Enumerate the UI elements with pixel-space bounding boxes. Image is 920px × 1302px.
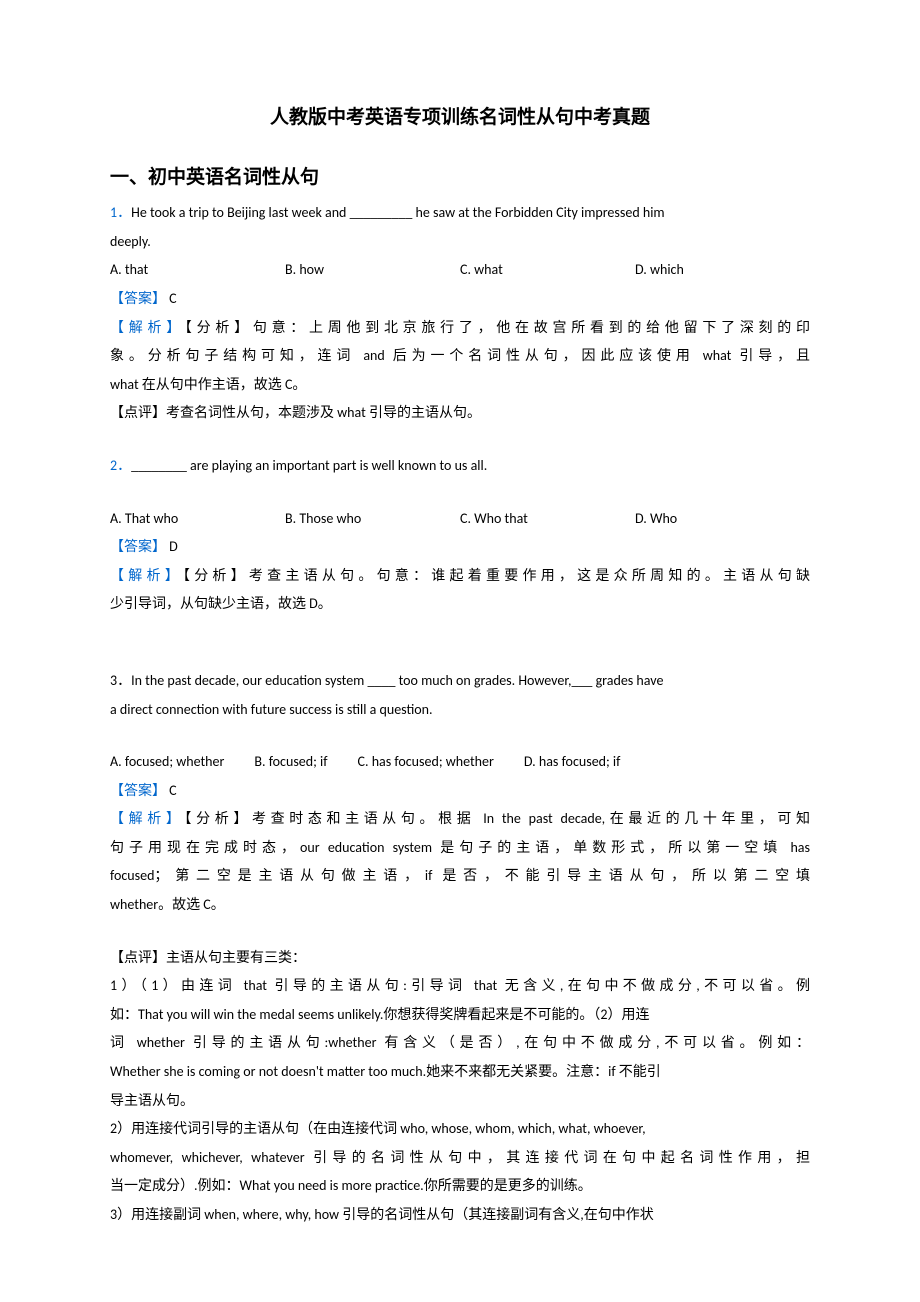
answer-label: 【答案】 — [110, 538, 166, 555]
q1-number: 1． — [110, 204, 131, 221]
q3-comment-l8: 当一定成分）.例如：What you need is more practice… — [110, 1173, 810, 1200]
q3-number: 3． — [110, 672, 131, 689]
q1-stem-line2: deeply. — [110, 229, 810, 256]
q2-option-d: D. Who — [635, 506, 810, 533]
q1-option-b: B. how — [285, 257, 460, 284]
q1-analysis-l2: 象。分析句子结构可知，连词 and 后为一个名词性从句，因此应该使用 what … — [110, 343, 810, 370]
q1-analysis-l1: 【解析】【分析】句意：上周他到北京旅行了，他在故宫所看到的给他留下了深刻的印 — [110, 315, 810, 342]
q2-option-a: A. That who — [110, 506, 285, 533]
q3-option-c: C. has focused; whether — [358, 749, 494, 776]
q1-option-c: C. what — [460, 257, 635, 284]
q2-stem: 2．________ are playing an important part… — [110, 453, 810, 480]
comment-label: 【点评】 — [110, 949, 166, 966]
q3-comment-l2: 如：That you will win the medal seems unli… — [110, 1002, 810, 1029]
q3-analysis-l2: 句子用现在完成时态，our education system 是句子的主语，单数… — [110, 835, 810, 862]
q1-answer-value: C — [166, 290, 177, 307]
comment-label: 【点评】 — [110, 404, 166, 421]
analysis-label: 【解析】 — [110, 319, 185, 336]
q2-answer: 【答案】 D — [110, 534, 810, 561]
q3-answer-value: C — [166, 782, 177, 799]
q3-comment-l1: 1）（1）由连词 that 引导的主语从句:引导词 that 无含义,在句中不做… — [110, 973, 810, 1000]
analysis-label: 【解析】 — [110, 567, 183, 584]
q3-comment-l9: 3）用连接副词 when, where, why, how 引导的名词性从句（其… — [110, 1202, 810, 1229]
analysis-label: 【解析】 — [110, 810, 184, 827]
q2-number: 2． — [110, 457, 131, 474]
q2-analysis-l2: 少引导词，从句缺少主语，故选 D。 — [110, 591, 810, 618]
q2-option-c: C. Who that — [460, 506, 635, 533]
q3-comment-l5: 导主语从句。 — [110, 1088, 810, 1115]
q2-answer-value: D — [166, 538, 178, 555]
q2-stem-text: ________ are playing an important part i… — [131, 457, 487, 474]
q1-comment: 【点评】考查名词性从句，本题涉及 what 引导的主语从句。 — [110, 400, 810, 427]
q1-options: A. that B. how C. what D. which — [110, 257, 810, 284]
q3-comment-l3: 词 whether 引导的主语从句:whether 有含义（是否）,在句中不做成… — [110, 1030, 810, 1057]
q1-comment-text: 考查名词性从句，本题涉及 what 引导的主语从句。 — [166, 404, 481, 421]
q3-analysis-l1: 【解析】【分析】考查时态和主语从句。根据 In the past decade,… — [110, 806, 810, 833]
q3-options: A. focused; whether B. focused; if C. ha… — [110, 749, 810, 776]
q3-comment-l4: Whether she is coming or not doesn't mat… — [110, 1059, 810, 1086]
q3-option-d: D. has focused; if — [524, 749, 621, 776]
q2-analysis-prefix: 【分析】 — [183, 567, 249, 584]
q3-comment-l7: whomever, whichever, whatever 引导的名词性从句中，… — [110, 1145, 810, 1172]
q3-analysis-l3: focused；第二空是主语从句做主语，if 是否，不能引导主语从句，所以第二空… — [110, 863, 810, 890]
q1-analysis-prefix: 【分析】 — [185, 319, 253, 336]
q2-option-b: B. Those who — [285, 506, 460, 533]
q3-analysis-t1: 考查时态和主语从句。根据 In the past decade,在最近的几十年里… — [252, 810, 810, 827]
q2-analysis-l1: 【解析】【分析】考查主语从句。句意：谁起着重要作用，这是众所周知的。主语从句缺 — [110, 563, 810, 590]
q3-stem-l2: a direct connection with future success … — [110, 697, 810, 724]
answer-label: 【答案】 — [110, 290, 166, 307]
q1-analysis-t1: 句意：上周他到北京旅行了，他在故宫所看到的给他留下了深刻的印 — [253, 319, 810, 336]
q2-options: A. That who B. Those who C. Who that D. … — [110, 506, 810, 533]
q2-analysis-t1: 考查主语从句。句意：谁起着重要作用，这是众所周知的。主语从句缺 — [249, 567, 810, 584]
q1-option-a: A. that — [110, 257, 285, 284]
q3-answer: 【答案】 C — [110, 778, 810, 805]
q1-answer: 【答案】 C — [110, 286, 810, 313]
document-title: 人教版中考英语专项训练名词性从句中考真题 — [110, 100, 810, 136]
q1-stem-text1: He took a trip to Beijing last week and … — [131, 204, 664, 221]
q3-analysis-l4: whether。故选 C。 — [110, 892, 810, 919]
q3-comment-heading: 【点评】主语从句主要有三类： — [110, 945, 810, 972]
q3-comment-l6: 2）用连接代词引导的主语从句（在由连接代词 who, whose, whom, … — [110, 1116, 810, 1143]
q1-option-d: D. which — [635, 257, 810, 284]
q3-option-a: A. focused; whether — [110, 749, 224, 776]
q1-analysis-l3: what 在从句中作主语，故选 C。 — [110, 372, 810, 399]
q3-option-b: B. focused; if — [254, 749, 327, 776]
q3-comment-heading-text: 主语从句主要有三类： — [166, 949, 306, 966]
q3-stem-t1: In the past decade, our education system… — [131, 672, 663, 689]
q3-stem-l1: 3．In the past decade, our education syst… — [110, 668, 810, 695]
answer-label: 【答案】 — [110, 782, 166, 799]
q1-stem-line1: 1．He took a trip to Beijing last week an… — [110, 200, 810, 227]
q3-analysis-prefix: 【分析】 — [184, 810, 251, 827]
section-heading: 一、初中英语名词性从句 — [110, 160, 810, 196]
